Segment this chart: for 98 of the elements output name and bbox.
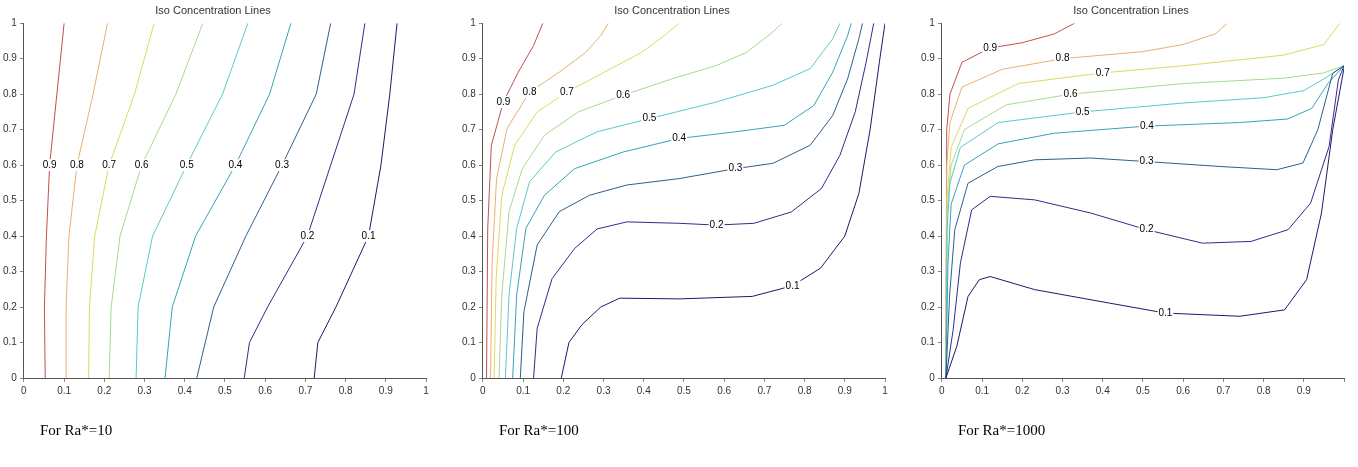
x-tick-label: 0.8 — [1256, 384, 1271, 396]
x-tick-label: 0.9 — [1296, 384, 1312, 396]
series-label: 0.7 — [102, 158, 117, 170]
series-label: 0.6 — [1063, 87, 1078, 99]
x-tick-label: 0.2 — [97, 384, 112, 396]
y-tick-label: 0 — [470, 371, 477, 383]
x-tick-label: 0.9 — [378, 384, 394, 396]
y-tick-label: 0.8 — [3, 87, 18, 99]
series-label: 0.1 — [785, 279, 800, 291]
y-tick-label: 0.5 — [921, 194, 936, 206]
series-label: 0.7 — [1095, 66, 1111, 78]
y-tick-label: 0 — [11, 371, 18, 383]
x-tick-label: 0.7 — [298, 384, 313, 396]
x-tick-label: 0.4 — [636, 384, 652, 396]
series-label: 0.4 — [1140, 119, 1155, 131]
series-label: 0.2 — [1139, 223, 1154, 235]
series-label: 0.6 — [134, 158, 150, 170]
x-tick-label: 0.4 — [177, 384, 193, 396]
y-tick-label: 0.7 — [3, 123, 18, 135]
x-tick-label: 0.5 — [218, 384, 233, 396]
series-label: 0.6 — [616, 88, 631, 100]
x-tick-label: 0.1 — [516, 384, 531, 396]
x-tick-label: 0.6 — [1176, 384, 1191, 396]
y-tick-label: 1 — [929, 16, 936, 28]
series-label: 0.5 — [1075, 105, 1091, 117]
x-tick-label: 0.7 — [757, 384, 772, 396]
y-tick-label: 0.1 — [921, 336, 936, 348]
y-tick-label: 0.1 — [462, 336, 477, 348]
y-tick-label: 1 — [470, 16, 477, 28]
y-tick-label: 0.6 — [3, 158, 18, 170]
x-tick-label: 0.6 — [717, 384, 732, 396]
series-label: 0.7 — [559, 85, 575, 97]
series-label: 0.9 — [496, 95, 511, 107]
y-tick-label: 0.9 — [921, 52, 936, 64]
y-tick-label: 0 — [929, 371, 936, 383]
x-tick-label: 0.1 — [57, 384, 72, 396]
series-label: 0.8 — [70, 158, 85, 170]
x-tick-label: 0.3 — [596, 384, 611, 396]
text: For Ra*=1000 — [957, 422, 1047, 439]
y-tick-label: 0.9 — [3, 52, 18, 64]
x-tick-label: 1 — [882, 384, 889, 396]
y-tick-label: 0.6 — [921, 158, 936, 170]
series-label: 0.5 — [179, 158, 195, 170]
y-tick-label: 0.3 — [3, 265, 18, 277]
x-tick-label: 0.7 — [1216, 384, 1231, 396]
series-label: 0.9 — [42, 158, 58, 170]
chart-title: Iso Concentration Lines — [614, 3, 731, 16]
y-tick-label: 0.3 — [921, 265, 936, 277]
series-label: 0.2 — [300, 229, 315, 241]
y-tick-label: 0.2 — [462, 300, 477, 312]
x-tick-label: 0 — [480, 384, 487, 396]
series-label: 0.4 — [228, 158, 243, 170]
text: For Ra*=100 — [498, 422, 580, 439]
x-tick-label: 0 — [939, 384, 946, 396]
y-tick-label: 0.2 — [921, 300, 936, 312]
x-tick-label: 0 — [21, 384, 28, 396]
x-tick-label: 0.5 — [1136, 384, 1151, 396]
y-tick-label: 0.8 — [921, 87, 936, 99]
x-tick-label: 1 — [423, 384, 430, 396]
x-tick-label: 0.2 — [1015, 384, 1030, 396]
x-tick-label: 0.9 — [837, 384, 853, 396]
series-label: 0.3 — [728, 162, 743, 174]
y-tick-label: 0.4 — [921, 229, 936, 241]
x-tick-label: 0.4 — [1095, 384, 1111, 396]
x-tick-label: 0.6 — [258, 384, 273, 396]
x-tick-label: 0.1 — [975, 384, 990, 396]
y-tick-label: 0.5 — [462, 194, 477, 206]
y-tick-label: 1 — [11, 16, 18, 28]
x-tick-label: 0.2 — [556, 384, 571, 396]
series-label: 0.4 — [672, 132, 687, 144]
x-tick-label: 0.5 — [677, 384, 692, 396]
series-label: 0.5 — [642, 112, 657, 124]
y-tick-label: 0.4 — [3, 229, 18, 241]
series-label: 0.3 — [1139, 155, 1154, 167]
y-tick-label: 0.8 — [462, 87, 477, 99]
y-tick-label: 0.5 — [3, 194, 18, 206]
y-tick-label: 0.9 — [462, 52, 477, 64]
y-tick-label: 0.1 — [3, 336, 18, 348]
x-tick-label: 0.3 — [1055, 384, 1070, 396]
chart-title: Iso Concentration Lines — [155, 3, 272, 16]
chart-title: Iso Concentration Lines — [1073, 3, 1190, 16]
series-label: 0.3 — [275, 158, 290, 170]
y-tick-label: 0.7 — [921, 123, 936, 135]
y-tick-label: 0.2 — [3, 300, 18, 312]
series-label: 0.1 — [361, 229, 376, 241]
series-label: 0.9 — [983, 41, 998, 53]
x-tick-label: 0.8 — [797, 384, 812, 396]
series-label: 0.1 — [1158, 306, 1173, 318]
y-tick-label: 0.7 — [462, 123, 477, 135]
y-tick-label: 0.4 — [462, 229, 477, 241]
text: For Ra*=10 — [39, 422, 114, 439]
series-label: 0.8 — [522, 85, 537, 97]
y-tick-label: 0.6 — [462, 158, 477, 170]
series-label: 0.2 — [709, 218, 724, 230]
series-label: 0.8 — [1055, 52, 1070, 64]
x-tick-label: 0.8 — [338, 384, 353, 396]
y-tick-label: 0.3 — [462, 265, 477, 277]
x-tick-label: 0.3 — [137, 384, 152, 396]
